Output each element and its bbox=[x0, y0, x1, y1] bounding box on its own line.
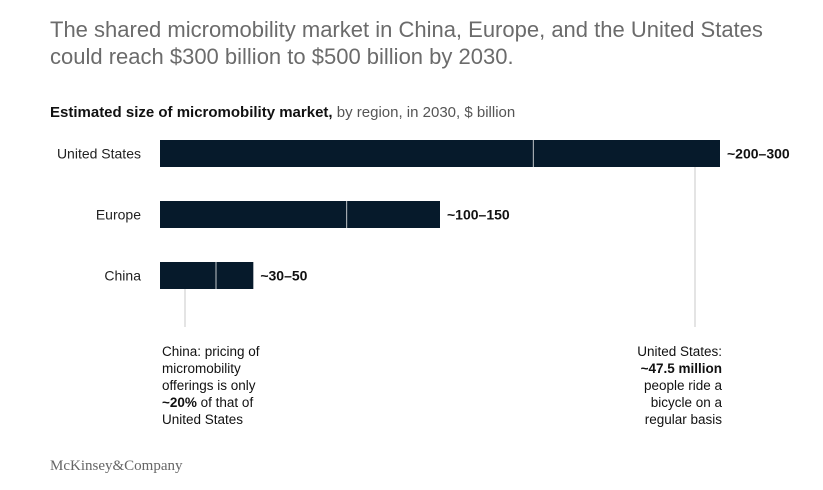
us-annotation: United States: ~47.5 million people ride… bbox=[562, 343, 722, 428]
china-note-last: United States bbox=[162, 412, 244, 427]
page-title: The shared micromobility market in China… bbox=[50, 17, 763, 69]
us-note-line-3: people ride a bbox=[643, 378, 722, 393]
category-label-europe: Europe bbox=[96, 207, 141, 223]
us-note-line-1: United States: bbox=[637, 344, 722, 359]
china-note-line-2: micromobility bbox=[162, 361, 241, 376]
china-note-after-bold: of that of bbox=[196, 395, 254, 410]
category-label-china: China bbox=[104, 268, 141, 284]
chart-subtitle: Estimated size of micromobility market, … bbox=[50, 104, 515, 121]
mckinsey-logo: McKinsey&Company bbox=[50, 458, 183, 474]
data-label-europe: ~100–150 bbox=[447, 207, 510, 223]
bar-china bbox=[160, 262, 254, 289]
china-note-bold: ~20% bbox=[162, 395, 197, 410]
data-label-china: ~30–50 bbox=[260, 268, 307, 284]
chart-subtitle-rest: by region, in 2030, $ billion bbox=[332, 104, 516, 121]
bar-europe bbox=[160, 201, 440, 228]
china-annotation: China: pricing of micromobility offering… bbox=[162, 343, 312, 428]
chart-subtitle-bold: Estimated size of micromobility market, bbox=[50, 104, 333, 121]
category-label-united-states: United States bbox=[57, 146, 141, 162]
china-note-line-1: China: pricing of bbox=[162, 344, 260, 359]
us-note-line-5: regular basis bbox=[644, 412, 722, 427]
us-note-bold: ~47.5 million bbox=[640, 361, 722, 376]
bar-united-states bbox=[160, 140, 720, 167]
data-label-united-states: ~200–300 bbox=[727, 146, 790, 162]
china-note-line-3: offerings is only bbox=[162, 378, 256, 393]
us-note-line-4: bicycle on a bbox=[650, 395, 722, 410]
